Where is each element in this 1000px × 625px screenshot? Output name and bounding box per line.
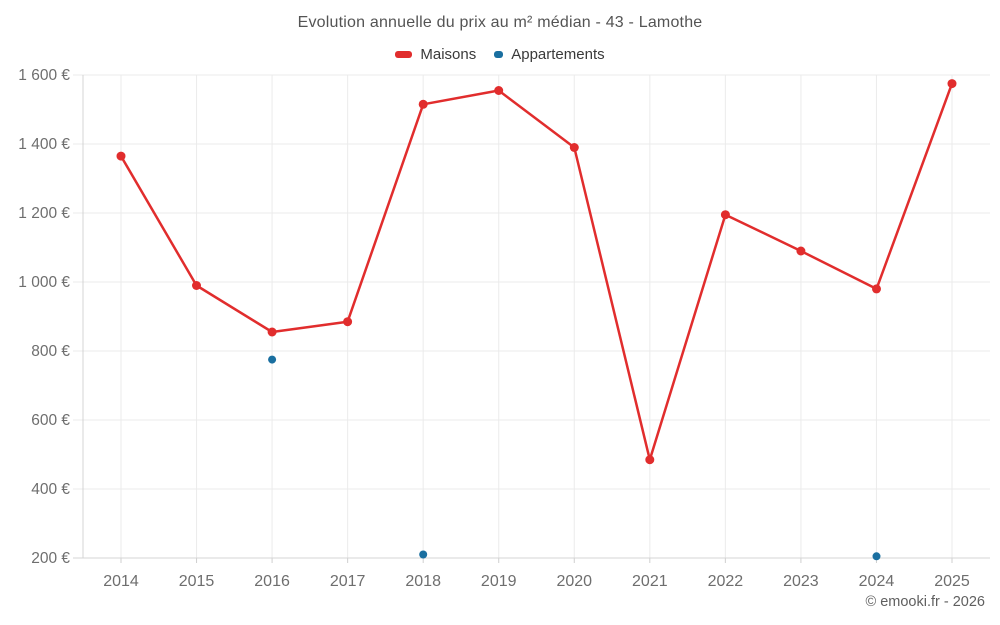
maisons-point[interactable] — [720, 210, 730, 220]
appartements-point[interactable] — [872, 552, 881, 561]
x-tick-label: 2014 — [103, 573, 139, 590]
legend-item-appartements[interactable]: Appartements — [494, 46, 605, 63]
x-tick-label: 2020 — [556, 573, 592, 590]
maisons-legend-marker — [395, 51, 413, 58]
chart-title: Evolution annuelle du prix au m² médian … — [297, 14, 703, 31]
legend-item-maisons[interactable]: Maisons — [395, 46, 476, 63]
maisons-point[interactable] — [418, 99, 428, 109]
maisons-point[interactable] — [192, 281, 201, 290]
legend: Maisons Appartements — [0, 46, 1000, 63]
y-tick-label: 400 € — [31, 481, 70, 498]
legend-label-maisons: Maisons — [420, 46, 477, 63]
maisons-point[interactable] — [947, 79, 957, 89]
maisons-point[interactable] — [872, 284, 881, 294]
x-tick-label: 2022 — [708, 573, 744, 590]
y-tick-label: 1 000 € — [18, 274, 70, 291]
appartements-legend-marker — [494, 51, 504, 58]
y-tick-label: 200 € — [31, 550, 70, 567]
x-tick-label: 2024 — [859, 573, 895, 590]
maisons-line — [119, 82, 954, 461]
x-tick-label: 2021 — [632, 573, 668, 590]
y-tick-label: 1 400 € — [18, 136, 70, 153]
x-tick-label: 2019 — [481, 573, 517, 590]
appartements-point[interactable] — [268, 355, 277, 364]
y-tick-label: 600 € — [31, 412, 70, 429]
x-tick-label: 2025 — [934, 573, 970, 590]
maisons-point[interactable] — [645, 455, 655, 465]
legend-label-appartements: Appartements — [511, 46, 605, 63]
appartements-point[interactable] — [419, 550, 428, 559]
maisons-point[interactable] — [267, 327, 277, 337]
x-tick-label: 2016 — [254, 573, 290, 590]
maisons-point[interactable] — [494, 86, 504, 95]
maisons-point[interactable] — [569, 143, 579, 152]
maisons-point[interactable] — [116, 151, 126, 161]
copyright-text: © emooki.fr - 2026 — [865, 594, 985, 610]
y-tick-label: 1 600 € — [18, 67, 70, 84]
x-tick-label: 2017 — [330, 573, 366, 590]
x-tick-label: 2015 — [179, 573, 215, 590]
x-tick-label: 2023 — [783, 573, 819, 590]
y-tick-label: 800 € — [31, 343, 70, 360]
y-tick-label: 1 200 € — [18, 205, 70, 222]
maisons-point[interactable] — [796, 246, 806, 256]
x-tick-label: 2018 — [405, 573, 441, 590]
maisons-point[interactable] — [343, 317, 353, 327]
